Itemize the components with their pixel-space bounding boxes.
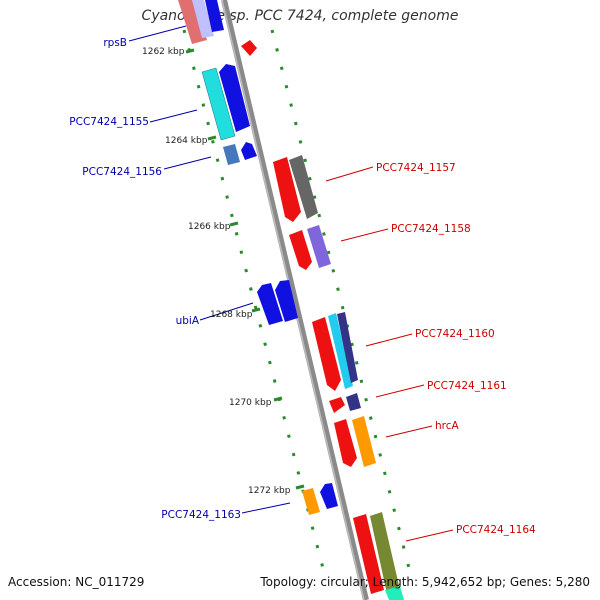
kbp-tick-1262 <box>185 48 195 54</box>
gene-label-hrcA[interactable]: hrcA <box>435 420 460 432</box>
genome-summary-text: Topology: circular; Length: 5,942,652 bp… <box>260 575 590 589</box>
gene-ubiA-b[interactable] <box>275 280 298 322</box>
leader-ubiA <box>199 302 254 321</box>
genome-backbone <box>221 0 369 600</box>
kbp-tick-1272 <box>295 484 305 490</box>
leader-hrcA <box>385 425 433 438</box>
leader-PCC7424-1157 <box>325 166 374 182</box>
gene-rpsB-neighbor[interactable] <box>192 0 214 38</box>
gene-PCC7424-1155[interactable] <box>219 64 250 132</box>
gene-label-PCC7424-1157[interactable]: PCC7424_1157 <box>376 162 456 174</box>
gene-label-PCC7424-1160[interactable]: PCC7424_1160 <box>415 328 495 340</box>
gene-PCC7424-1157-gray[interactable] <box>289 155 318 219</box>
gene-bottom-teal[interactable] <box>385 586 404 600</box>
kbp-label-1266: 1266 kbp <box>188 222 231 232</box>
gene-label-PCC7424-1158[interactable]: PCC7424_1158 <box>391 223 471 235</box>
gene-PCC7424-1156[interactable] <box>223 144 240 165</box>
gene-rpsB-partial[interactable] <box>178 0 207 44</box>
backbone-line <box>221 0 369 600</box>
gene-PCC7424-1164[interactable] <box>370 512 400 594</box>
gene-PCC7424-1156-blue[interactable] <box>241 142 257 160</box>
gene-label-ubiA[interactable]: ubiA <box>176 315 200 327</box>
kbp-tick-1268 <box>251 307 261 313</box>
kbp-label-1268: 1268 kbp <box>210 310 253 320</box>
gene-hrcA[interactable] <box>352 416 376 467</box>
kbp-tick-1270 <box>273 396 283 402</box>
kbp-labels: 1262 kbp 1264 kbp 1266 kbp 1268 kbp 1270… <box>142 47 291 496</box>
gene-PCC7424-1161[interactable] <box>346 393 361 411</box>
forward-strand-genes <box>241 40 404 600</box>
gene-PCC7424-1160-cyan[interactable] <box>328 313 353 389</box>
gene-label-PCC7424-1156[interactable]: PCC7424_1156 <box>82 166 162 178</box>
leader-PCC7424-1163 <box>241 502 291 514</box>
kbp-tick-1264 <box>207 135 217 141</box>
reverse-strand-genes <box>178 0 338 515</box>
leader-PCC7424-1155 <box>149 109 198 123</box>
gene-PCC7424-1160-navy[interactable] <box>337 312 358 383</box>
gene-PCC7424-1164-red[interactable] <box>353 514 384 594</box>
kbp-label-1270: 1270 kbp <box>229 398 272 408</box>
gene-PCC7424-1158[interactable] <box>289 230 312 270</box>
leader-PCC7424-1160 <box>365 333 413 347</box>
kbp-ticks <box>185 48 305 490</box>
leader-PCC7424-1156 <box>163 156 212 170</box>
gene-PCC7424-1157[interactable] <box>273 157 301 222</box>
kbp-label-1264: 1264 kbp <box>165 136 208 146</box>
gene-label-PCC7424-1155[interactable]: PCC7424_1155 <box>69 116 149 128</box>
forward-gene-labels: PCC7424_1157 PCC7424_1158 PCC7424_1160 P… <box>376 162 536 536</box>
gene-hrcA-red[interactable] <box>334 419 357 467</box>
gene-PCC7424-1155-cyan[interactable] <box>201 67 236 141</box>
leader-PCC7424-1164 <box>405 529 454 542</box>
gene-rpsB[interactable] <box>205 0 224 32</box>
gene-PCC7424-1163[interactable] <box>320 483 338 509</box>
kbp-label-1262: 1262 kbp <box>142 47 185 57</box>
gene-PCC7424-1163-orange[interactable] <box>302 488 320 515</box>
leader-rpsB <box>128 25 187 42</box>
kbp-tick-1266 <box>229 221 239 227</box>
gene-PCC7424-1161-red[interactable] <box>329 397 345 413</box>
gene-label-rpsB[interactable]: rpsB <box>103 37 127 49</box>
gene-small-red-top[interactable] <box>241 40 257 56</box>
gene-ubiA-a[interactable] <box>257 283 283 325</box>
label-leaders <box>128 25 454 542</box>
gene-PCC7424-1160[interactable] <box>312 317 341 391</box>
leader-PCC7424-1158 <box>340 228 389 242</box>
leader-PCC7424-1161 <box>375 384 425 398</box>
gene-label-PCC7424-1161[interactable]: PCC7424_1161 <box>427 380 507 392</box>
gene-label-PCC7424-1164[interactable]: PCC7424_1164 <box>456 524 536 536</box>
kbp-label-1272: 1272 kbp <box>248 486 291 496</box>
gene-label-PCC7424-1163[interactable]: PCC7424_1163 <box>161 509 241 521</box>
gene-PCC7424-1158-purple[interactable] <box>307 225 331 268</box>
accession-text: Accession: NC_011729 <box>8 575 145 589</box>
reverse-gene-labels: rpsB PCC7424_1155 PCC7424_1156 ubiA PCC7… <box>69 37 241 521</box>
